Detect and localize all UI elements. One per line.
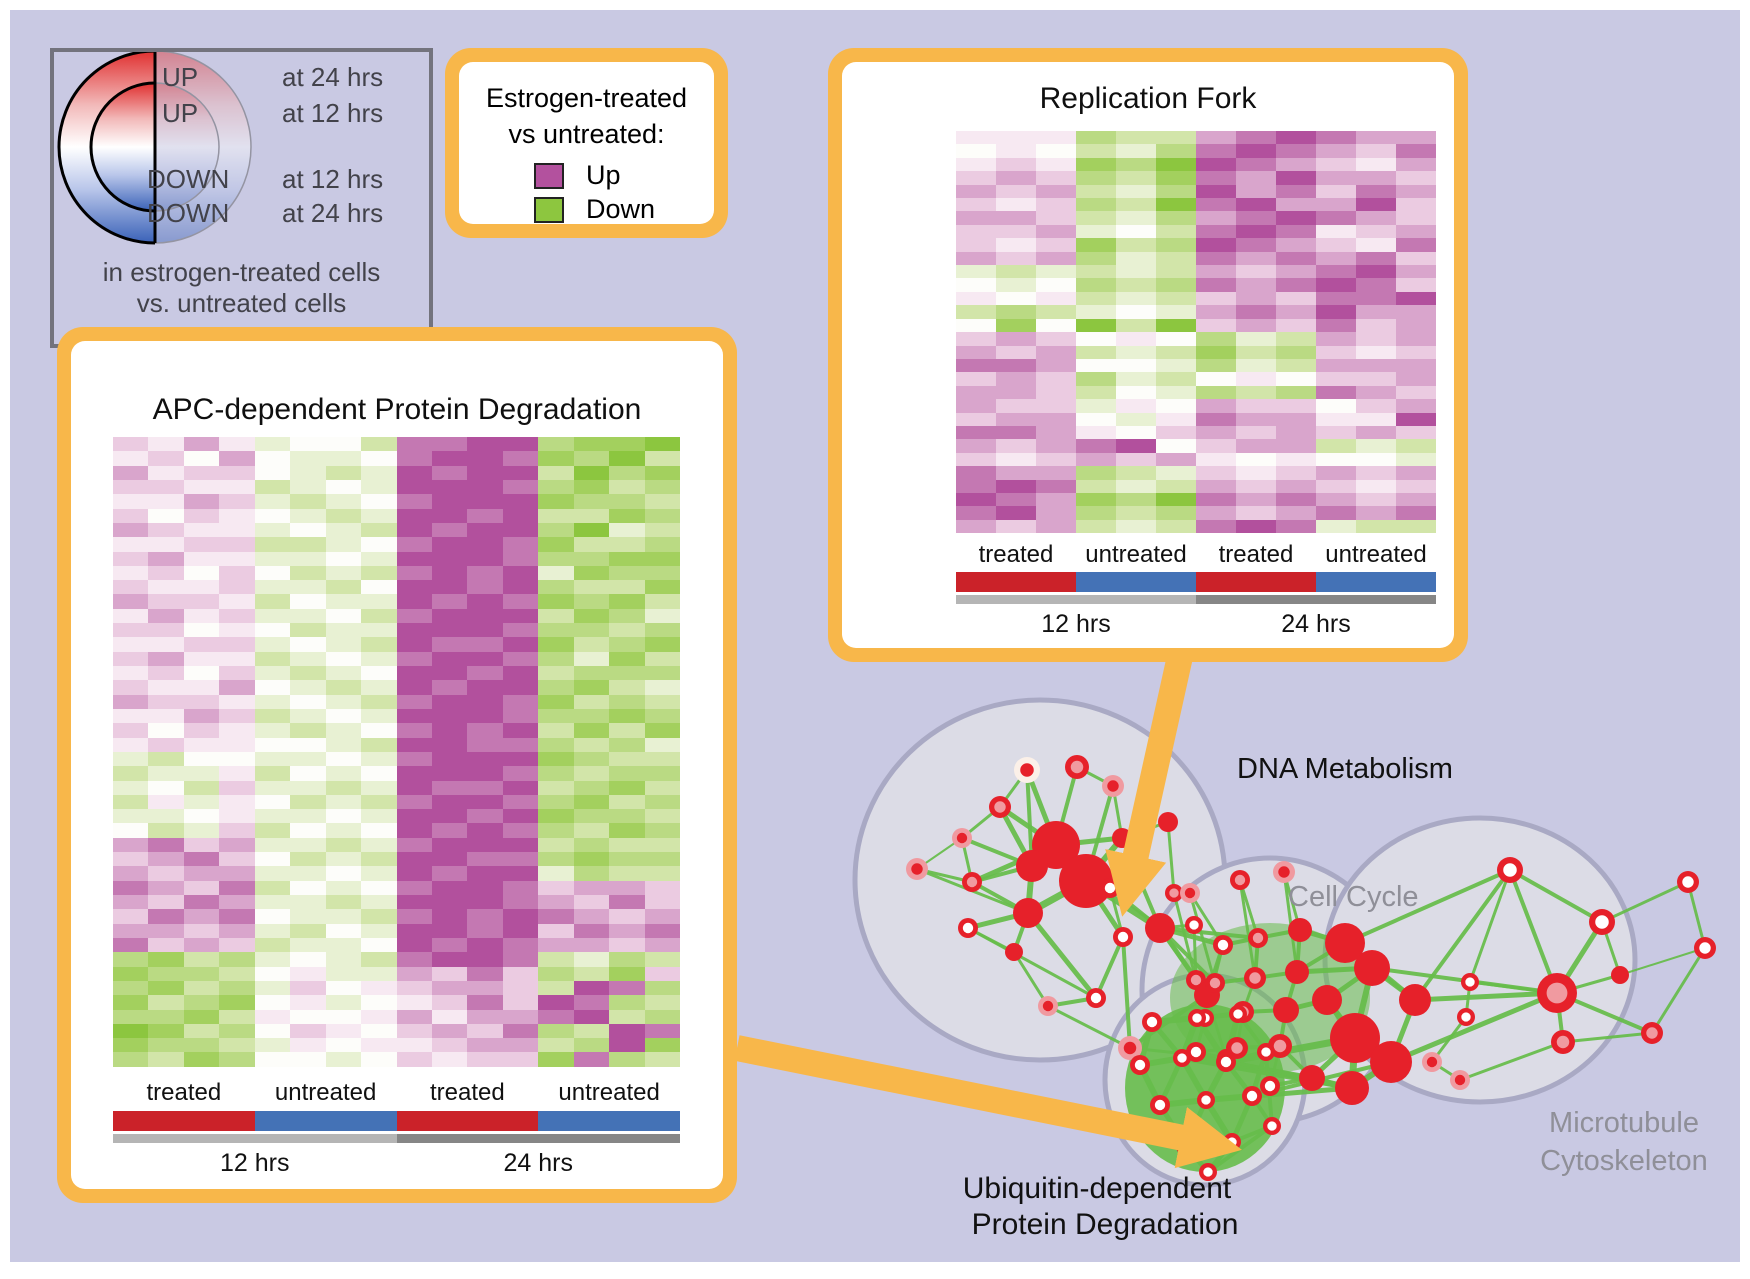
legend-down24-time: at 24 hrs bbox=[282, 198, 384, 228]
apc-panel: APC-dependent Protein Degradation treate… bbox=[57, 327, 737, 1203]
legend-footer-line1: in estrogen-treated cells bbox=[102, 257, 381, 287]
replication-fork-inner: Replication Fork treated untreated treat… bbox=[842, 62, 1454, 648]
legend-item-up: Up bbox=[534, 160, 621, 191]
replication-time-bar bbox=[956, 595, 1436, 604]
up-swatch bbox=[534, 162, 564, 189]
legend-footer-line2: vs. untreated cells bbox=[136, 288, 347, 318]
apc-inner: APC-dependent Protein Degradation treate… bbox=[71, 341, 723, 1189]
legend-up24-time: at 24 hrs bbox=[282, 62, 384, 92]
replication-fork-heatmap bbox=[956, 131, 1436, 534]
apc-condition-bar bbox=[113, 1111, 680, 1131]
time-24hrs: 24 hrs bbox=[1281, 610, 1351, 638]
color-scale-legend: UP at 24 hrs UP at 12 hrs DOWN at 12 hrs… bbox=[50, 48, 433, 348]
svg-text:Protein Degradation: Protein Degradation bbox=[972, 1208, 1239, 1241]
time-24hrs: 24 hrs bbox=[503, 1149, 573, 1177]
updown-legend-title-line1: Estrogen-treated bbox=[485, 83, 688, 113]
apc-heatmap bbox=[113, 437, 680, 1067]
group-untreated-12: untreated bbox=[274, 1079, 377, 1106]
updown-legend-inner: Estrogen-treated vs untreated: Up Down bbox=[459, 62, 714, 224]
svg-text:Microtubule: Microtubule bbox=[1549, 1107, 1699, 1139]
time-12hrs: 12 hrs bbox=[220, 1149, 290, 1177]
updown-legend-panel: Estrogen-treated vs untreated: Up Down bbox=[445, 48, 728, 238]
replication-fork-panel: Replication Fork treated untreated treat… bbox=[828, 48, 1468, 662]
svg-text:Ubiquitin-dependent: Ubiquitin-dependent bbox=[963, 1172, 1232, 1205]
svg-text:Cell Cycle: Cell Cycle bbox=[1288, 881, 1419, 913]
legend-up12-dir: UP bbox=[162, 98, 199, 128]
down-label: Down bbox=[586, 194, 656, 224]
apc-time-bar bbox=[113, 1134, 680, 1143]
replication-condition-bar bbox=[956, 572, 1436, 592]
legend-down12-dir: DOWN bbox=[147, 164, 230, 194]
legend-up24-dir: UP bbox=[162, 62, 199, 92]
group-untreated-24: untreated bbox=[558, 1079, 660, 1106]
updown-legend-title-line2: vs untreated: bbox=[508, 119, 665, 149]
panel-callout-arrows bbox=[734, 649, 1242, 1169]
group-treated-12: treated bbox=[146, 1079, 222, 1106]
svg-text:Cytoskeleton: Cytoskeleton bbox=[1540, 1145, 1708, 1177]
group-treated-24: treated bbox=[1218, 541, 1294, 568]
legend-down24-dir: DOWN bbox=[147, 198, 230, 228]
replication-fork-title: Replication Fork bbox=[1039, 82, 1257, 115]
time-12hrs: 12 hrs bbox=[1041, 610, 1111, 638]
svg-text:DNA Metabolism: DNA Metabolism bbox=[1237, 753, 1453, 785]
down-swatch bbox=[534, 196, 564, 223]
legend-item-down: Down bbox=[534, 194, 655, 225]
group-treated-12: treated bbox=[978, 541, 1054, 568]
group-untreated-12: untreated bbox=[1085, 541, 1187, 568]
legend-up12-time: at 12 hrs bbox=[282, 98, 384, 128]
group-treated-24: treated bbox=[430, 1079, 505, 1106]
up-label: Up bbox=[586, 160, 621, 190]
network-nodes bbox=[906, 755, 1716, 1181]
group-untreated-24: untreated bbox=[1325, 541, 1427, 568]
updown-gradient-circles bbox=[57, 52, 252, 245]
apc-title: APC-dependent Protein Degradation bbox=[152, 393, 642, 426]
cluster-labels: DNA Metabolism Cell Cycle Microtubule Cytos… bbox=[963, 753, 1708, 1241]
legend-down12-time: at 12 hrs bbox=[282, 164, 384, 194]
